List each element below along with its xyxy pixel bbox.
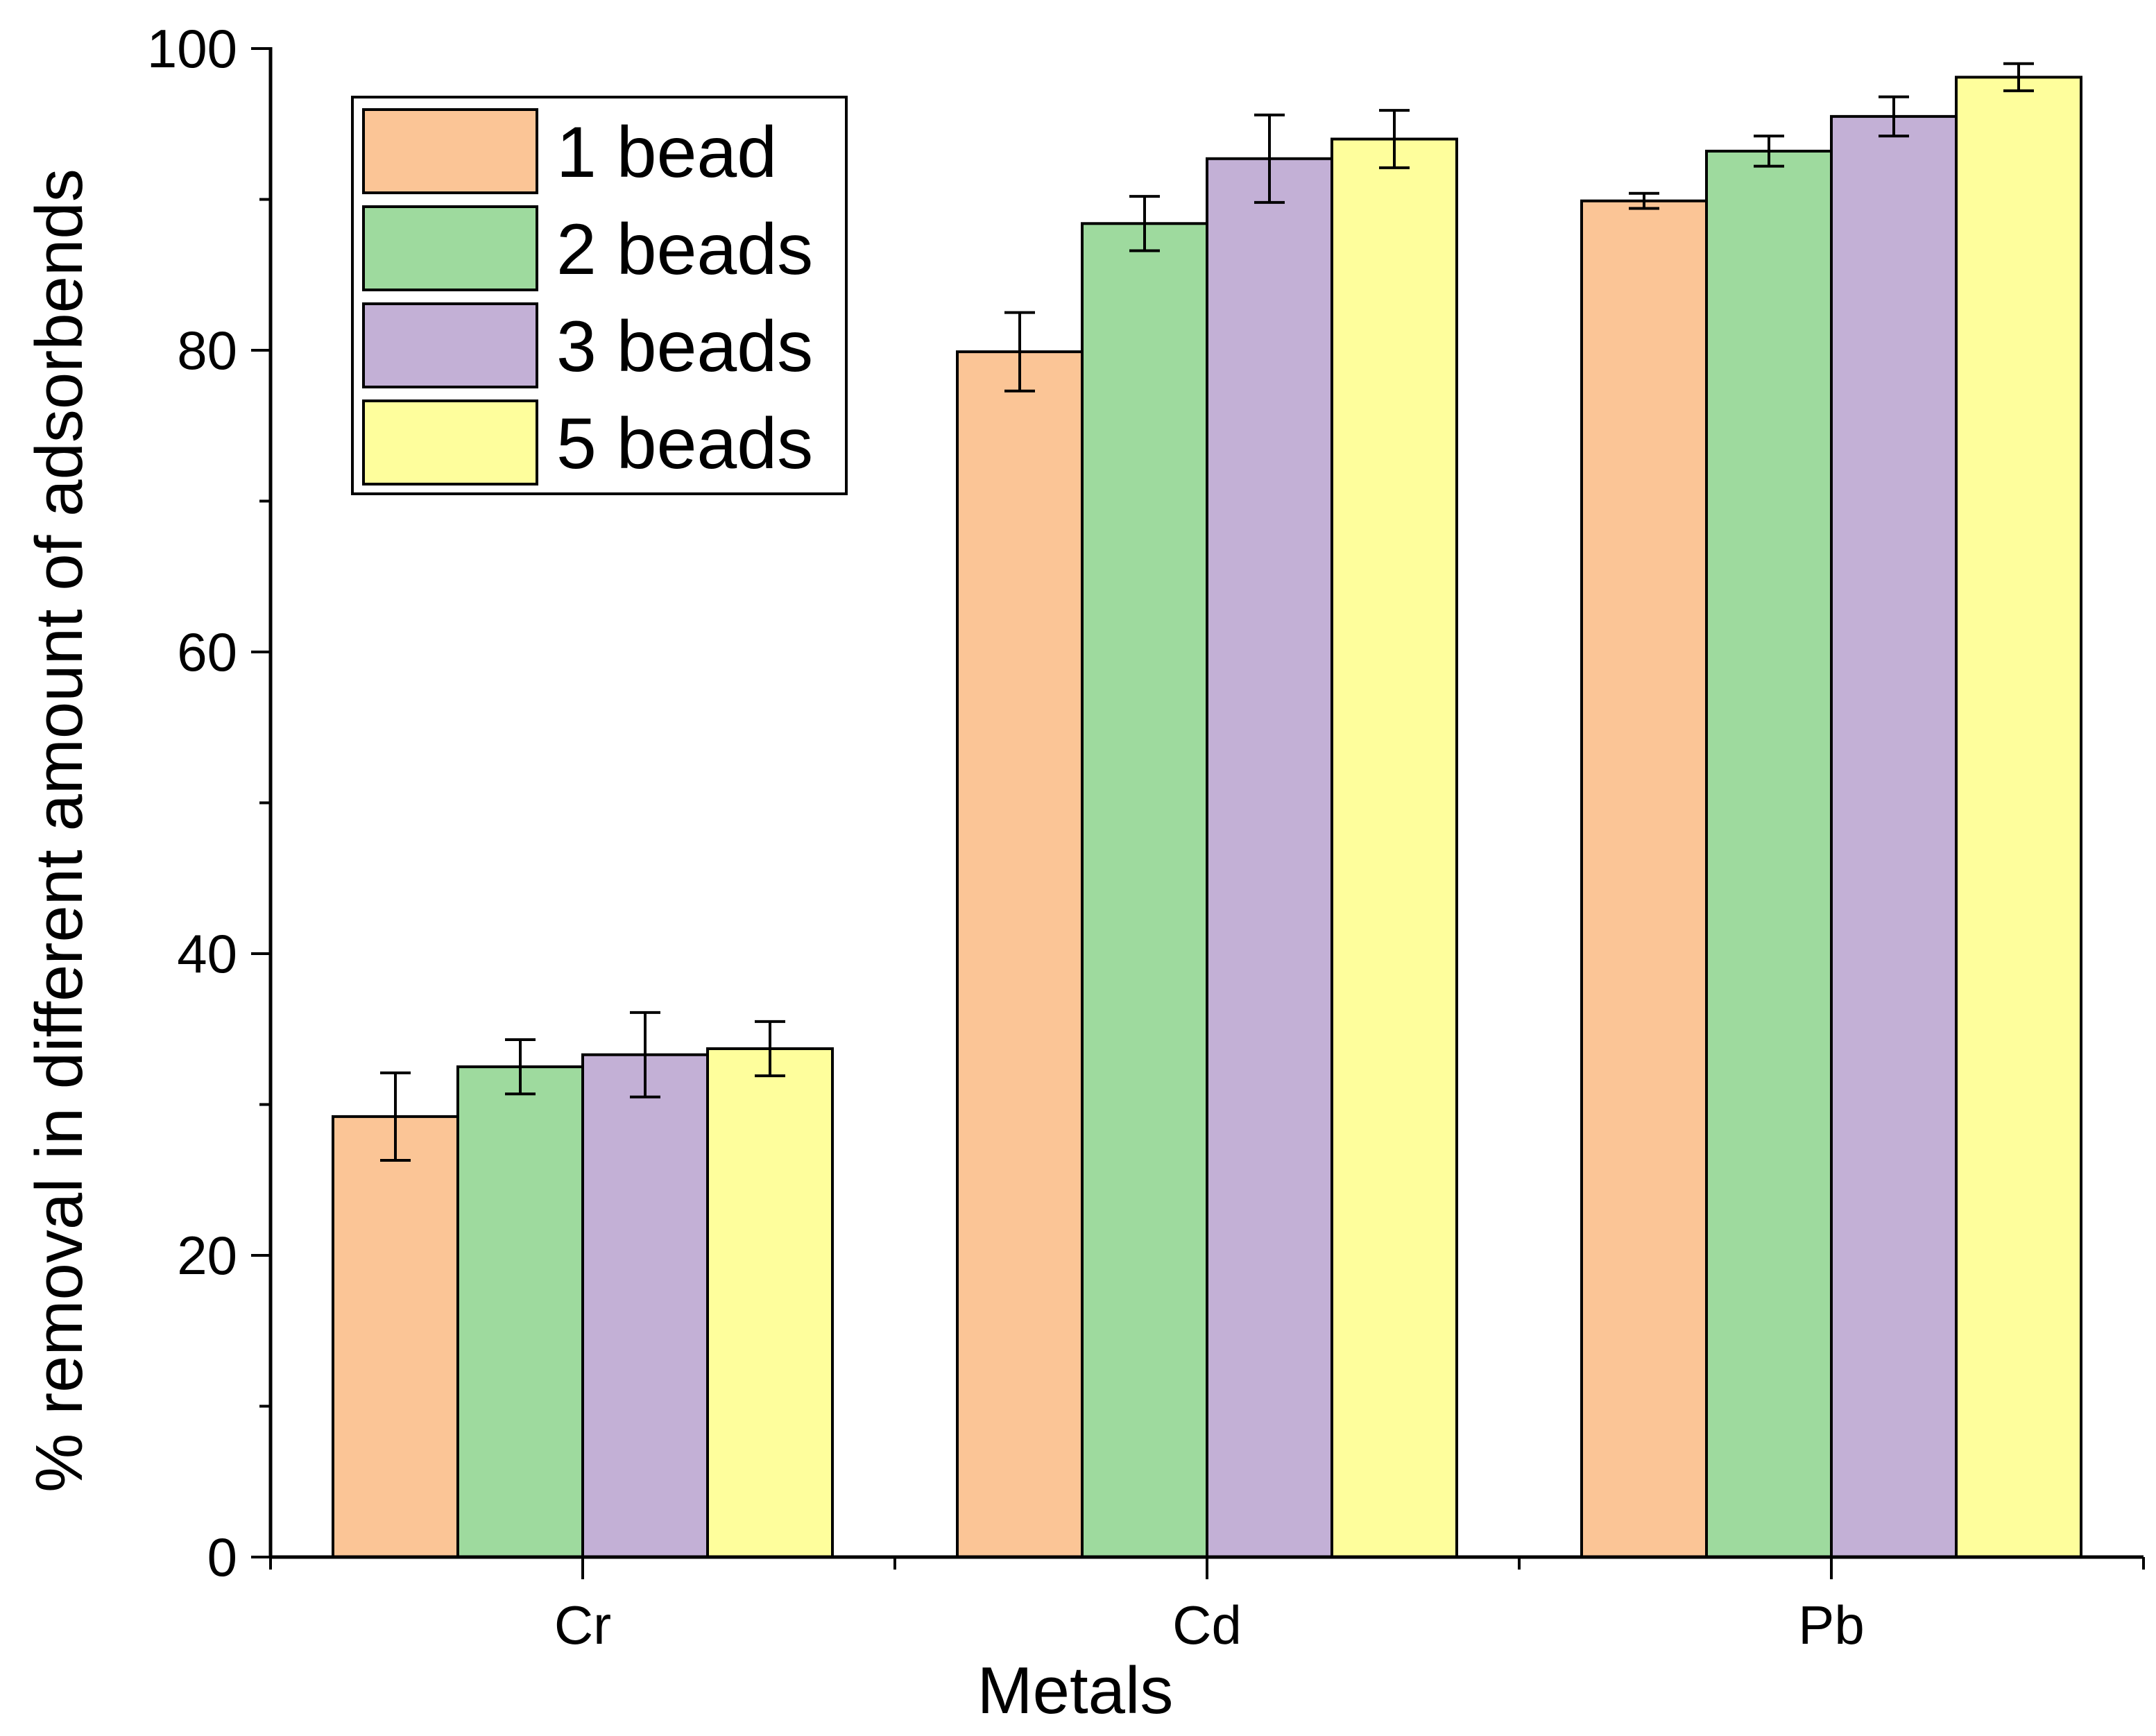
error-bars-layer	[380, 62, 2034, 1162]
bar-cr-3-beads	[581, 1053, 709, 1558]
bar-cd-1-bead	[956, 350, 1084, 1558]
y-tick-label-40: 40	[177, 923, 237, 984]
bar-cd-5-beads	[1331, 137, 1458, 1558]
y-tick-label-80: 80	[177, 320, 237, 381]
bar-cr-1-bead	[332, 1115, 459, 1558]
bar-pb-2-beads	[1705, 149, 1833, 1558]
x-tick-label-pb: Pb	[1798, 1595, 1864, 1656]
legend-label-2-beads: 2 beads	[556, 209, 813, 290]
y-tick-label-100: 100	[147, 18, 237, 79]
y-tick-label-20: 20	[177, 1225, 237, 1286]
legend-swatch-5-beads	[362, 399, 538, 485]
bar-cd-3-beads	[1206, 157, 1333, 1558]
legend-label-5-beads: 5 beads	[556, 404, 813, 484]
y-tick-label-60: 60	[177, 621, 237, 682]
bar-pb-3-beads	[1830, 114, 1958, 1558]
bar-cr-2-beads	[456, 1065, 584, 1558]
x-tick-label-cr: Cr	[554, 1595, 611, 1656]
bar-pb-5-beads	[1955, 76, 2082, 1559]
x-tick-label-cd: Cd	[1172, 1595, 1242, 1656]
y-tick-label-0: 0	[207, 1527, 237, 1588]
bars-layer	[332, 76, 2082, 1559]
bar-cd-2-beads	[1081, 222, 1208, 1558]
bar-cr-5-beads	[706, 1047, 834, 1558]
legend-swatch-1-bead	[362, 108, 538, 194]
legend-swatch-2-beads	[362, 205, 538, 291]
y-axis-title: % removal in different amount of adsorbe…	[22, 169, 96, 1493]
legend-swatch-3-beads	[362, 302, 538, 388]
axes-layer: 0 20 40 60 80 100 Cr Cd Pb Metals % removal in dif…	[22, 18, 2145, 1728]
x-axis-title: Metals	[977, 1653, 1174, 1728]
legend-label-3-beads: 3 beads	[556, 307, 813, 387]
legend-label-1-bead: 1 bead	[556, 112, 777, 193]
bar-pb-1-bead	[1580, 199, 1708, 1558]
legend: 1 bead 2 beads 3 beads 5 beads	[351, 96, 848, 495]
